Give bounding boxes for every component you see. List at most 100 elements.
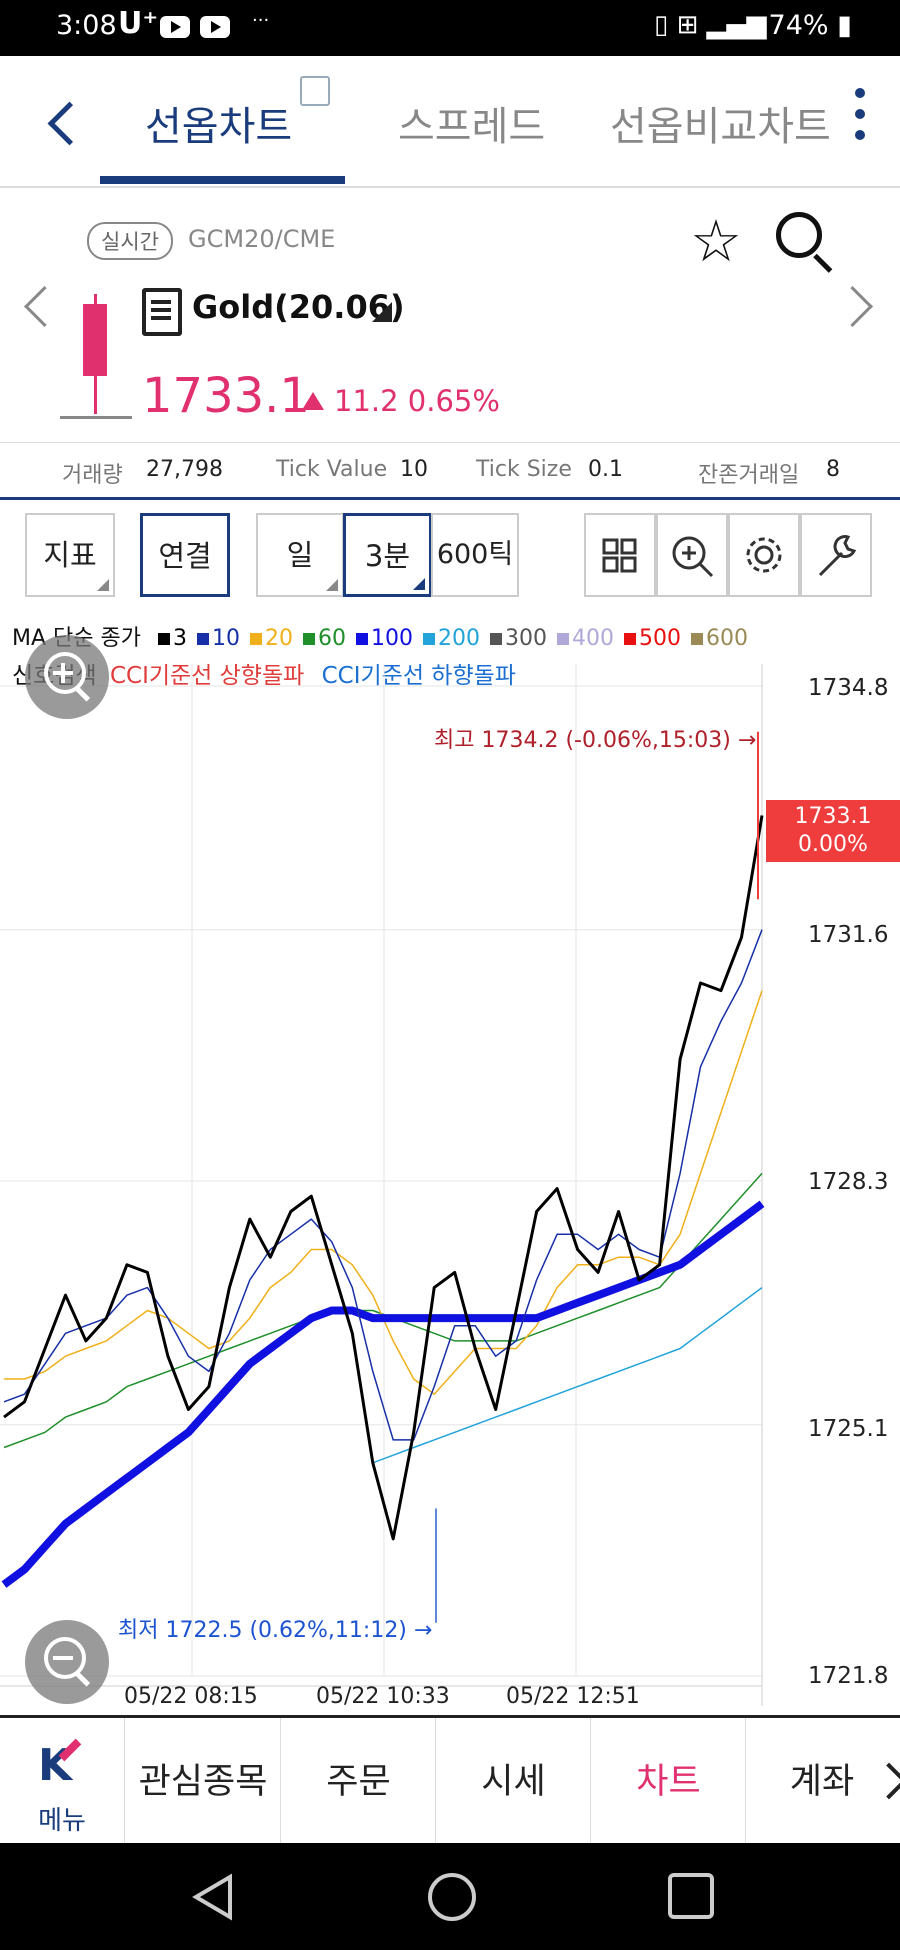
legend-item-label: 3 bbox=[173, 626, 187, 651]
y-tick-label: 1721.8 bbox=[808, 1663, 888, 1689]
wrench-tool-icon[interactable] bbox=[800, 513, 872, 597]
current-price-badge-change: 0.00% bbox=[766, 831, 900, 859]
legend-swatch bbox=[423, 633, 435, 645]
system-recents-icon[interactable] bbox=[668, 1873, 714, 1919]
legend-swatch bbox=[158, 633, 170, 645]
system-nav-bar bbox=[0, 1843, 900, 1950]
legend-item-label: 20 bbox=[265, 626, 293, 651]
system-home-icon[interactable] bbox=[428, 1873, 476, 1921]
status-bar: 3:08 U⁺ ··· ▯ ⊞ ▂▄▆ 74% ▮ bbox=[0, 0, 900, 56]
battery-level: 74% ▮ bbox=[769, 10, 852, 41]
stat-label-tick-value: Tick Value bbox=[276, 457, 387, 482]
legend-item-label: 200 bbox=[438, 626, 480, 651]
high-annotation: 최고 1734.2 (-0.06%,15:03) → bbox=[434, 722, 756, 754]
indicator-button[interactable]: 지표 bbox=[25, 513, 115, 597]
low-annotation: 최저 1722.5 (0.62%,11:12) → bbox=[118, 1612, 432, 1644]
legend-swatch bbox=[197, 633, 209, 645]
candle-icon-body bbox=[83, 304, 107, 376]
product-dropdown-icon[interactable] bbox=[372, 302, 392, 322]
legend-item-label: 400 bbox=[572, 626, 614, 651]
period-day-label: 일 bbox=[287, 538, 314, 572]
period-3min-label: 3분 bbox=[365, 539, 410, 573]
x-tick-label: 05/22 10:33 bbox=[316, 1684, 450, 1709]
zoom-out-button[interactable] bbox=[25, 1620, 109, 1704]
zoom-in-button[interactable] bbox=[25, 635, 109, 719]
period-day-button[interactable]: 일 bbox=[256, 513, 344, 597]
price-change: 11.2 0.65% bbox=[334, 384, 500, 418]
legend-swatch bbox=[691, 633, 703, 645]
stat-value-tick-value: 10 bbox=[400, 457, 428, 482]
nav-chart[interactable]: 차트 bbox=[590, 1718, 746, 1846]
legend-swatch bbox=[557, 633, 569, 645]
nav-watchlist[interactable]: 관심종목 bbox=[124, 1718, 281, 1846]
current-price-badge-value: 1733.1 bbox=[766, 803, 900, 831]
current-price: 1733.1 bbox=[142, 368, 310, 424]
zoom-in-icon[interactable] bbox=[656, 513, 728, 597]
favorite-star-icon[interactable]: ☆ bbox=[690, 212, 742, 270]
tab-futures-chart[interactable]: 선옵차트 bbox=[145, 94, 292, 152]
period-3min-button[interactable]: 3분 bbox=[343, 513, 432, 597]
series-line-ma3 bbox=[4, 816, 762, 1539]
y-tick-label: 1734.8 bbox=[808, 675, 888, 701]
series-line-ma20 bbox=[4, 991, 762, 1395]
period-tick-label: 600틱 bbox=[437, 539, 513, 570]
stat-value-remaining-days: 8 bbox=[826, 457, 840, 482]
x-tick-label: 05/22 08:15 bbox=[124, 1684, 258, 1709]
menu-button[interactable]: K 메뉴 bbox=[0, 1718, 124, 1846]
back-arrow-icon[interactable] bbox=[48, 102, 92, 146]
tab-spread[interactable]: 스프레드 bbox=[398, 94, 545, 152]
product-code: GCM20/CME bbox=[188, 225, 335, 253]
active-tab-indicator bbox=[100, 176, 345, 184]
legend-item-label: 60 bbox=[318, 626, 346, 651]
legend-item-label: 300 bbox=[505, 626, 547, 651]
price-chart[interactable] bbox=[0, 664, 900, 1714]
youtube-icon bbox=[160, 16, 190, 38]
link-button-label: 연결 bbox=[158, 539, 211, 573]
legend-swatch bbox=[250, 633, 262, 645]
tab-compare-chart[interactable]: 선옵비교차트 bbox=[610, 94, 831, 152]
legend-swatch bbox=[356, 633, 368, 645]
x-tick-label: 05/22 12:51 bbox=[506, 1684, 640, 1709]
menu-label: 메뉴 bbox=[0, 1800, 124, 1837]
carrier-label: U⁺ bbox=[118, 6, 158, 41]
legend-swatch bbox=[624, 633, 636, 645]
legend-item-label: 500 bbox=[639, 626, 681, 651]
grid-layout-icon[interactable] bbox=[584, 513, 656, 597]
nav-order[interactable]: 주문 bbox=[280, 1718, 436, 1846]
status-icons: ▯ ⊞ ▂▄▆ bbox=[654, 10, 767, 40]
realtime-badge: 실시간 bbox=[87, 222, 173, 260]
link-button[interactable]: 연결 bbox=[140, 513, 230, 597]
current-price-badge: 1733.1 0.00% bbox=[766, 800, 900, 862]
stat-label-tick-size: Tick Size bbox=[476, 457, 572, 482]
series-line-ma10 bbox=[4, 930, 762, 1440]
settings-gear-icon[interactable] bbox=[728, 513, 800, 597]
prev-product-icon[interactable] bbox=[24, 286, 65, 327]
stats-row: 거래량 27,798 Tick Value 10 Tick Size 0.1 잔… bbox=[0, 442, 900, 500]
period-tick-button[interactable]: 600틱 bbox=[431, 513, 519, 597]
popup-icon[interactable] bbox=[300, 76, 330, 106]
status-time: 3:08 bbox=[56, 10, 117, 41]
product-list-icon[interactable] bbox=[142, 288, 182, 336]
youtube-icon bbox=[200, 16, 230, 38]
y-tick-label: 1725.1 bbox=[808, 1416, 888, 1442]
nav-quotes[interactable]: 시세 bbox=[435, 1718, 591, 1846]
stat-label-volume: 거래량 bbox=[62, 457, 123, 489]
legend-swatch bbox=[490, 633, 502, 645]
next-product-icon[interactable] bbox=[832, 286, 873, 327]
legend-item-label: 600 bbox=[706, 626, 748, 651]
stat-label-remaining-days: 잔존거래일 bbox=[698, 457, 799, 489]
legend-item-label: 100 bbox=[371, 626, 413, 651]
header: 선옵차트 스프레드 선옵비교차트 bbox=[0, 56, 900, 188]
bottom-nav: K 메뉴 관심종목 주문 시세 차트 계좌 bbox=[0, 1715, 900, 1846]
legend-items: 3 10 20 60 100 200 300 400 500 600 bbox=[152, 626, 752, 651]
up-arrow-icon bbox=[302, 392, 324, 410]
y-tick-label: 1728.3 bbox=[808, 1169, 888, 1195]
search-icon[interactable] bbox=[776, 212, 822, 258]
more-notifications-icon: ··· bbox=[252, 10, 269, 31]
system-back-icon[interactable] bbox=[190, 1873, 234, 1925]
more-menu-icon[interactable] bbox=[855, 88, 865, 151]
candle-icon-base bbox=[60, 416, 132, 419]
y-tick-label: 1731.6 bbox=[808, 922, 888, 948]
legend-swatch bbox=[303, 633, 315, 645]
